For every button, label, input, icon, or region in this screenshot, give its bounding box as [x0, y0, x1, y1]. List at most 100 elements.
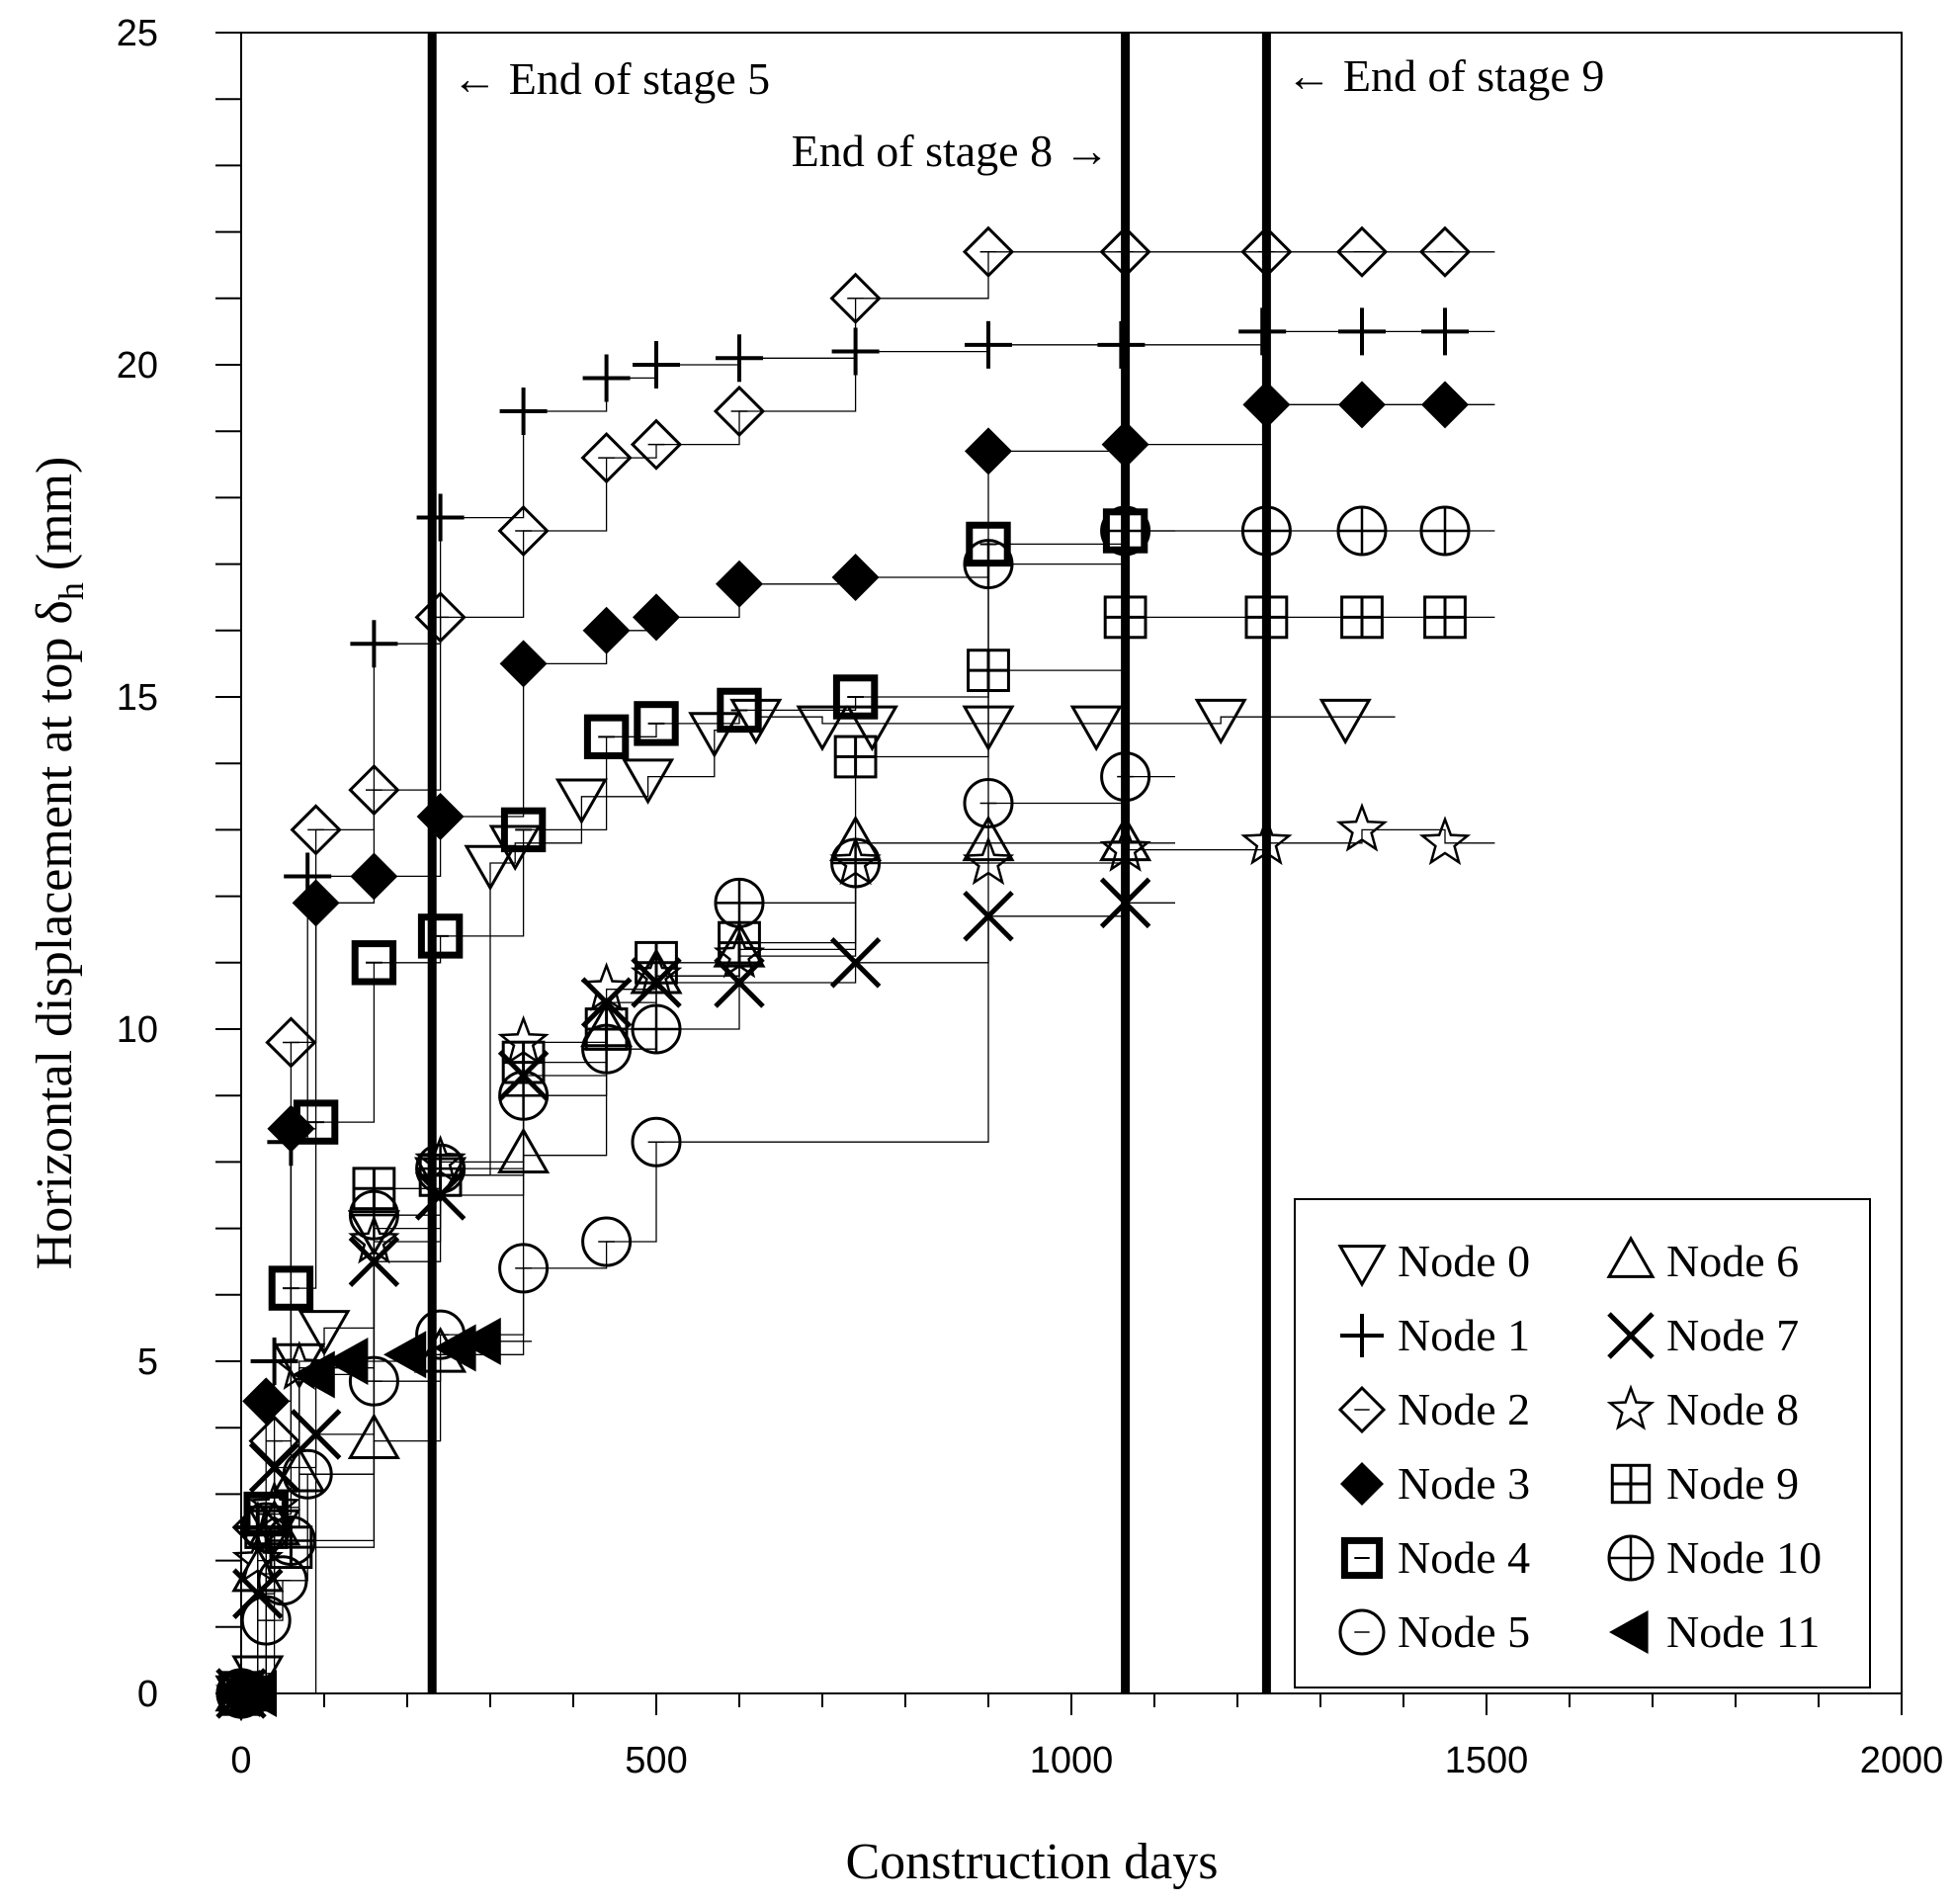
point-node-10 — [714, 877, 765, 928]
legend-marker — [1338, 1608, 1386, 1656]
x-tick-label: 1500 — [1445, 1740, 1529, 1781]
point-node-1 — [582, 354, 631, 402]
point-node-10 — [1419, 505, 1471, 557]
point-node-3 — [292, 879, 340, 927]
legend-label: Node 3 — [1398, 1458, 1530, 1509]
point-node-5 — [498, 1243, 550, 1294]
legend-label: Node 7 — [1666, 1310, 1799, 1360]
legend-marker — [1337, 1385, 1387, 1434]
point-node-7 — [963, 890, 1014, 942]
legend-label: Node 6 — [1666, 1236, 1799, 1286]
point-node-1 — [716, 334, 763, 383]
point-node-7 — [232, 1568, 284, 1619]
point-node-8 — [348, 1214, 400, 1264]
point-node-9 — [967, 649, 1010, 693]
legend-marker — [1609, 1610, 1649, 1654]
point-node-5 — [348, 1355, 399, 1407]
legend-label: Node 9 — [1666, 1458, 1799, 1509]
point-node-3 — [831, 554, 880, 602]
point-node-4 — [500, 807, 547, 853]
point-node-4 — [268, 1265, 314, 1311]
legend-marker — [1607, 1312, 1655, 1359]
point-node-2 — [630, 418, 683, 471]
legend-marker — [1340, 1314, 1384, 1357]
point-node-2 — [348, 763, 400, 817]
y-axis-title-main: Horizontal displacement at top δ — [27, 600, 83, 1269]
point-node-2 — [497, 504, 550, 558]
point-node-11 — [292, 1350, 335, 1399]
stage-label: ← End of stage 5 — [452, 53, 770, 104]
point-node-3 — [242, 1377, 291, 1426]
point-node-0 — [1069, 705, 1123, 752]
point-node-2 — [713, 385, 766, 438]
point-node-10 — [963, 539, 1014, 590]
point-node-1 — [499, 388, 548, 436]
point-node-8 — [231, 1533, 284, 1583]
point-node-2 — [1418, 225, 1472, 278]
point-node-11 — [383, 1331, 427, 1379]
point-node-4 — [583, 714, 630, 760]
point-node-9 — [833, 735, 878, 779]
point-node-0 — [554, 778, 608, 825]
point-node-10 — [1336, 505, 1388, 557]
point-node-2 — [962, 225, 1015, 278]
y-tick-label: 5 — [137, 1341, 158, 1383]
point-node-5 — [963, 778, 1014, 829]
point-node-10 — [581, 1023, 633, 1075]
point-node-7 — [714, 957, 765, 1008]
point-node-3 — [582, 606, 631, 654]
stage-lines: ← End of stage 5 End of stage 8 → ← End of… — [427, 33, 1604, 1693]
point-node-3 — [965, 427, 1012, 476]
point-node-0 — [796, 705, 849, 752]
point-node-8 — [248, 1480, 300, 1530]
legend-marker — [1340, 1462, 1384, 1506]
point-node-8 — [630, 948, 683, 998]
point-node-11 — [458, 1317, 501, 1365]
point-node-3 — [1338, 381, 1386, 429]
point-node-10 — [415, 1143, 467, 1194]
legend: Node 0 Node 1 Node 2 Node 3 Node 4 Node 5 Node… — [1294, 1198, 1871, 1688]
legend-marker — [1610, 1463, 1652, 1505]
point-node-3 — [716, 560, 763, 608]
point-node-11 — [325, 1338, 369, 1385]
legend-label: Node 0 — [1398, 1236, 1530, 1286]
x-tick-label: 500 — [625, 1740, 687, 1781]
point-node-5 — [581, 1216, 633, 1267]
point-node-10 — [348, 1189, 399, 1241]
point-node-0 — [297, 1310, 351, 1356]
legend-label: Node 2 — [1398, 1384, 1530, 1434]
point-node-7 — [348, 1236, 400, 1287]
point-node-1 — [965, 320, 1012, 369]
point-node-3 — [633, 593, 680, 642]
series-line-node-7 — [241, 902, 1175, 1694]
legend-label: Node 5 — [1398, 1606, 1530, 1657]
legend-box — [1294, 1198, 1871, 1688]
axis-ticks: 0 500 1000 1500 2000 0 5 10 15 20 25 — [117, 13, 1944, 1781]
y-tick-label: 10 — [117, 1009, 158, 1051]
x-tick-label: 1000 — [1030, 1740, 1114, 1781]
point-node-2 — [1335, 225, 1389, 278]
y-tick-label: 0 — [137, 1674, 158, 1715]
point-node-4 — [351, 940, 397, 986]
point-node-4 — [832, 674, 879, 720]
legend-marker — [1340, 1536, 1384, 1580]
legend-label: Node 11 — [1666, 1606, 1820, 1657]
point-node-3 — [416, 792, 465, 840]
y-axis-title-subscript: h — [51, 582, 91, 600]
series-line-node-4 — [241, 530, 1175, 1694]
point-node-6 — [962, 815, 1015, 862]
stage-label: ← End of stage 9 — [1286, 50, 1604, 101]
x-axis-title: Construction days — [846, 1834, 1219, 1890]
point-node-11 — [233, 1670, 277, 1717]
point-node-1 — [350, 620, 398, 668]
point-node-10 — [265, 1515, 316, 1566]
point-node-9 — [635, 940, 678, 985]
point-node-1 — [250, 1338, 298, 1385]
point-node-4 — [717, 687, 762, 734]
point-node-3 — [1421, 381, 1469, 429]
point-node-1 — [831, 327, 880, 376]
point-node-0 — [688, 712, 741, 758]
y-axis-title-unit: (mm) — [27, 457, 83, 571]
point-node-8 — [580, 962, 633, 1011]
data-markers — [214, 225, 1472, 1722]
